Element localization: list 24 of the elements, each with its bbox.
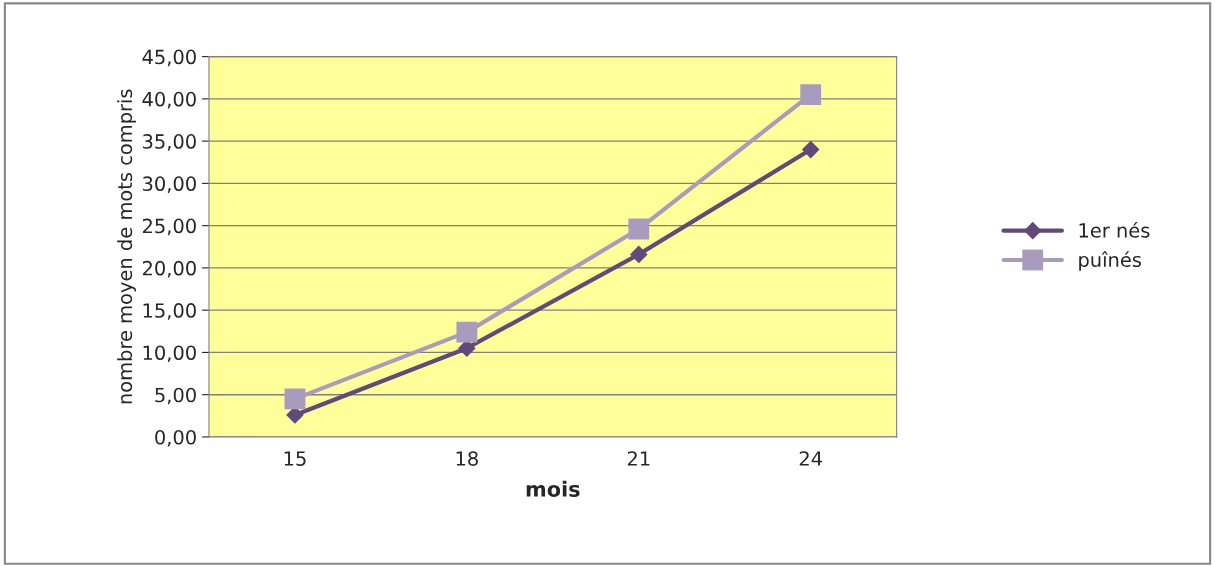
- legend-label: 1er nés: [1079, 221, 1150, 238]
- y-tick-label: 25,00: [142, 218, 196, 236]
- y-tick-label: 45,00: [142, 49, 196, 67]
- x-tick-label: 24: [799, 451, 822, 466]
- y-axis-title: nombre moyen de mots compris: [117, 89, 136, 404]
- point: [284, 388, 306, 410]
- point: [629, 245, 648, 264]
- y-tick-label: 40,00: [142, 91, 196, 109]
- x-axis-title: mois: [526, 480, 580, 497]
- point: [800, 84, 822, 106]
- y-tick-label: 35,00: [142, 134, 196, 151]
- point: [801, 140, 820, 159]
- x-tick-label: 18: [456, 451, 478, 466]
- point: [628, 218, 650, 240]
- x-tick-label: 21: [627, 451, 650, 466]
- x-tick-label: 15: [284, 451, 306, 466]
- y-tick-label: 5,00: [155, 387, 196, 405]
- y-tick-label: 0,00: [155, 429, 196, 447]
- y-tick-label: 20,00: [142, 260, 196, 278]
- legend-label: puînés: [1079, 251, 1141, 271]
- y-tick-label: 10,00: [143, 345, 196, 363]
- y-tick-label: 15,00: [143, 303, 196, 320]
- y-tick-label: 30,00: [142, 176, 196, 194]
- point: [456, 321, 478, 343]
